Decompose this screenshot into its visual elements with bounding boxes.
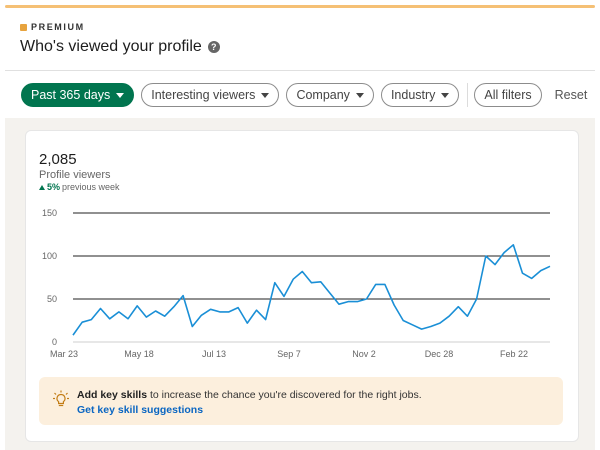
key-skill-suggestions-link[interactable]: Get key skill suggestions bbox=[77, 404, 204, 416]
tip-bold-text: Add key skills bbox=[77, 389, 148, 401]
premium-logo-icon bbox=[20, 23, 27, 31]
company-filter-button[interactable]: Company bbox=[286, 83, 374, 107]
x-tick-label: Nov 2 bbox=[352, 349, 376, 359]
series-line bbox=[72, 244, 551, 336]
viewer-change: 5% previous week bbox=[39, 182, 120, 192]
tip-text: to increase the chance you're discovered… bbox=[147, 389, 422, 401]
y-tick-label: 0 bbox=[52, 337, 57, 347]
profile-viewers-chart[interactable]: 0 50 100 150 Mar 23 May 18 Jul 13 Sep 7 Nov 2 Dec… bbox=[26, 131, 580, 376]
time-range-filter-button[interactable]: Past 365 days bbox=[21, 83, 135, 107]
x-tick-label: Jul 13 bbox=[202, 349, 226, 359]
industry-label: Industry bbox=[390, 88, 436, 102]
all-filters-button[interactable]: All filters bbox=[474, 83, 542, 107]
question-circle-icon[interactable]: ? bbox=[207, 41, 220, 53]
header-divider bbox=[5, 70, 595, 71]
x-tick-label: Feb 22 bbox=[500, 349, 528, 359]
interesting-viewers-filter-button[interactable]: Interesting viewers bbox=[141, 83, 280, 107]
x-tick-label: Dec 28 bbox=[425, 349, 454, 359]
interesting-viewers-label: Interesting viewers bbox=[151, 88, 256, 102]
reset-button[interactable]: Reset bbox=[554, 88, 588, 102]
viewer-count: 2,085 bbox=[39, 151, 77, 168]
time-range-label: Past 365 days bbox=[31, 88, 111, 102]
filter-bar: Past 365 days Interesting viewers Compan… bbox=[21, 83, 587, 107]
change-percent: 5% bbox=[47, 182, 61, 192]
chevron-down-icon bbox=[441, 92, 450, 98]
content-panel: 2,085 Profile viewers 5% previous week 0… bbox=[5, 118, 595, 450]
premium-accent-bar bbox=[5, 5, 595, 8]
viewers-card: 2,085 Profile viewers 5% previous week 0… bbox=[25, 130, 579, 442]
tip-message: Add key skills to increase the chance yo… bbox=[77, 389, 422, 401]
company-label: Company bbox=[296, 88, 350, 102]
y-tick-label: 50 bbox=[47, 294, 57, 304]
premium-badge: PREMIUM bbox=[20, 22, 85, 32]
chevron-down-icon bbox=[116, 92, 125, 98]
arrow-up-icon bbox=[39, 184, 45, 190]
all-filters-label: All filters bbox=[484, 88, 532, 102]
page-title: Who's viewed your profile ? bbox=[20, 38, 220, 56]
filter-divider bbox=[467, 83, 469, 107]
y-tick-label: 150 bbox=[42, 208, 57, 218]
key-skills-tip: Add key skills to increase the chance yo… bbox=[39, 377, 563, 425]
lightbulb-icon bbox=[53, 390, 69, 407]
change-period: previous week bbox=[62, 182, 120, 192]
x-tick-label: Mar 23 bbox=[50, 349, 78, 359]
x-tick-label: May 18 bbox=[124, 349, 154, 359]
y-tick-label: 100 bbox=[42, 251, 57, 261]
industry-filter-button[interactable]: Industry bbox=[380, 83, 460, 107]
viewer-count-label: Profile viewers bbox=[39, 169, 111, 181]
chevron-down-icon bbox=[261, 92, 270, 98]
premium-label: PREMIUM bbox=[31, 22, 85, 32]
x-tick-label: Sep 7 bbox=[277, 349, 301, 359]
chevron-down-icon bbox=[355, 92, 364, 98]
page-title-text: Who's viewed your profile bbox=[20, 38, 202, 55]
